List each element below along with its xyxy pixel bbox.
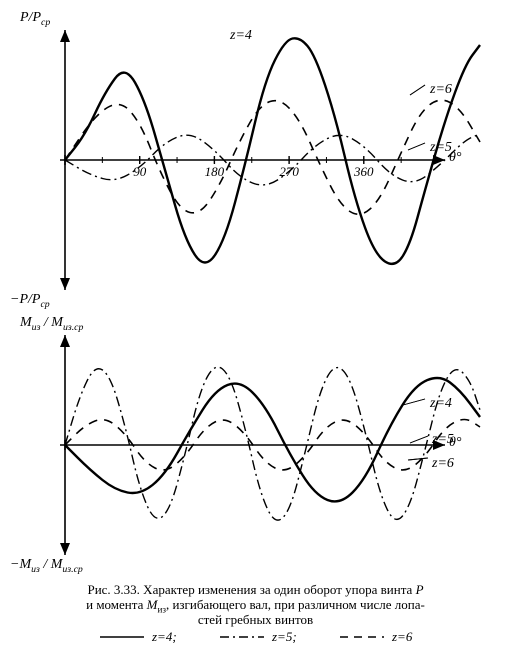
- x-tick-label: 360: [354, 164, 374, 180]
- svg-text:z=6: z=6: [391, 629, 413, 644]
- x-tick-label: 270: [279, 164, 299, 180]
- series-z4: [65, 38, 480, 264]
- series-label: z=6: [430, 82, 452, 98]
- svg-text:z=5;: z=5;: [271, 629, 297, 644]
- x-axis-label: θ°: [449, 150, 461, 166]
- y-axis-label-bottom: −P/Pср: [10, 292, 50, 310]
- x-tick-label: 180: [205, 164, 225, 180]
- series-label: z=4: [430, 396, 452, 412]
- x-axis-label: θ°: [449, 435, 461, 451]
- figure-caption-line: Рис. 3.33. Характер изменения за один об…: [30, 582, 481, 598]
- y-axis-label-top: Миз / Миз.ср: [20, 315, 83, 333]
- series-z6: [65, 100, 480, 214]
- series-label: z=4: [230, 28, 252, 44]
- y-axis-label-bottom: −Миз / Миз.ср: [10, 557, 83, 575]
- series-label: z=6: [432, 456, 454, 472]
- y-axis-label-top: P/Pср: [20, 10, 50, 28]
- figure-caption-line: стей гребных винтов: [30, 612, 481, 628]
- series-z5: [65, 367, 480, 520]
- x-tick-label: 90: [133, 164, 146, 180]
- svg-text:z=4;: z=4;: [151, 629, 177, 644]
